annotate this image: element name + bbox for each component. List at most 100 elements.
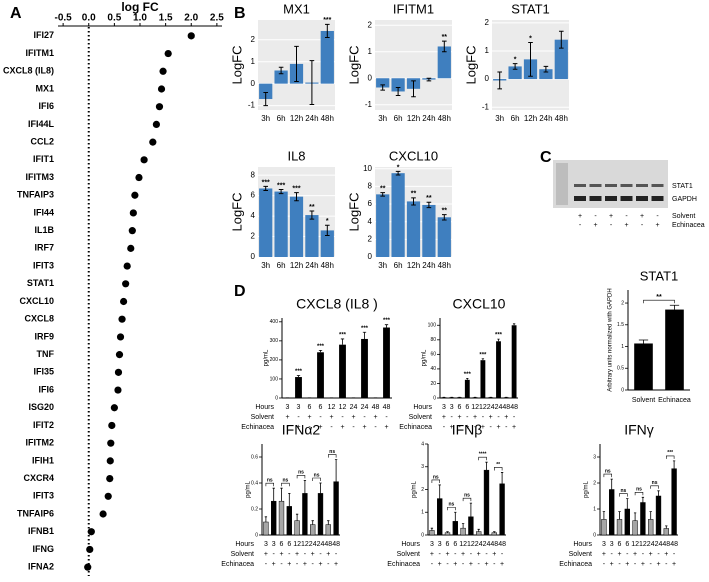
category-label: 24h [305, 261, 318, 270]
row-sign: + [500, 561, 504, 568]
gene-label: CXCL10 [19, 296, 54, 306]
bar [634, 343, 653, 390]
y-tick-label: 3 [593, 454, 596, 460]
chart-title: MX1 [283, 1, 310, 16]
category-label: 3h [378, 261, 387, 270]
gene-label: IFI44 [33, 207, 54, 217]
row-sign: - [490, 424, 493, 431]
dot [106, 457, 114, 465]
bracket [650, 485, 659, 489]
row-label: Hours [255, 404, 274, 411]
gene-label: IFI27 [33, 30, 54, 40]
bar [259, 188, 273, 257]
y-tick-label: 200 [270, 357, 279, 363]
category-label: 6 [319, 404, 323, 411]
y-tick-label: 1 [368, 47, 373, 56]
category-label: 48 [332, 541, 340, 548]
row-sign: + [340, 424, 344, 431]
blot-ladder [556, 163, 568, 205]
significance-label: *** [383, 318, 391, 324]
row-sign: - [439, 551, 442, 558]
error-bar [626, 498, 629, 509]
category-label: 3h [378, 114, 387, 123]
gene-label: CXCL8 (IL8) [3, 66, 54, 76]
bracket [431, 479, 440, 483]
error-bar [441, 214, 447, 221]
error-bar [411, 80, 416, 98]
row-sign: - [297, 414, 300, 421]
row-sign: + [264, 551, 268, 558]
row-sign: + [473, 414, 477, 421]
category-label: 12 [339, 404, 347, 411]
bar [376, 78, 390, 88]
bar [437, 498, 443, 536]
error-bar [481, 358, 485, 361]
row-sign: + [351, 414, 355, 421]
significance-label: *** [292, 185, 300, 192]
gene-label: IFIT2 [33, 420, 54, 430]
row-sign: + [602, 551, 606, 558]
blot-sign: - [656, 213, 659, 220]
bracket-label: ns [652, 480, 658, 486]
error-bar [264, 516, 268, 522]
x-tick-label: 1.5 [159, 13, 173, 24]
category-label: 6 [280, 541, 284, 548]
blot-band [620, 184, 633, 187]
y-tick-label: 1.5 [617, 322, 624, 328]
row-sign: + [318, 424, 322, 431]
bar [274, 70, 288, 84]
y-tick-label: 6 [251, 191, 256, 200]
y-tick-label: 0 [251, 79, 256, 88]
gene-label: IFNG [33, 544, 55, 554]
blot-band [589, 196, 602, 201]
row-sign: + [633, 551, 637, 558]
category-label: 3 [272, 541, 276, 548]
bracket-label: ns [448, 502, 454, 508]
dot [127, 244, 135, 252]
bar [317, 352, 324, 398]
category-label: 48h [321, 114, 334, 123]
dot [118, 315, 126, 323]
error-bar [497, 71, 503, 90]
bracket-label: ns [636, 487, 642, 493]
dot [140, 156, 148, 164]
category-label: 24h [305, 114, 318, 123]
category-label: 48 [490, 541, 498, 548]
category-label: 24h [422, 261, 435, 270]
y-tick-label: 0 [621, 387, 624, 393]
category-label: Solvent [632, 397, 655, 404]
row-sign: + [442, 414, 446, 421]
y-axis-label: LogFC [229, 45, 244, 84]
bar [609, 489, 615, 536]
category-label: 3h [261, 114, 270, 123]
row-sign: + [656, 561, 660, 568]
row-sign: - [634, 561, 637, 568]
bar [496, 341, 501, 398]
category-label: 12 [301, 541, 309, 548]
bar [640, 502, 646, 536]
bracket [265, 482, 274, 487]
bracket-label: ns [605, 468, 611, 474]
row-sign: + [307, 414, 311, 421]
error-bar [395, 87, 401, 96]
row-sign: + [334, 561, 338, 568]
dot [120, 297, 128, 306]
significance-label: *** [277, 182, 285, 189]
category-label: Echinacea [658, 397, 691, 404]
y-tick-label: 4 [368, 217, 373, 226]
row-sign: - [665, 561, 668, 568]
error-bar [543, 65, 549, 73]
bracket-label: ns [620, 488, 626, 494]
significance-label: ** [411, 191, 417, 198]
error-bar [411, 197, 416, 206]
category-label: 6 [618, 541, 622, 548]
y-tick-label: 6 [368, 199, 373, 208]
bar [499, 483, 505, 536]
bar [624, 508, 630, 536]
bar [376, 194, 390, 257]
chart-title: IFNα2 [282, 422, 321, 438]
bracket [462, 497, 472, 502]
error-bar [278, 189, 284, 195]
error-bar [461, 523, 465, 529]
blot-sign: - [610, 222, 613, 229]
